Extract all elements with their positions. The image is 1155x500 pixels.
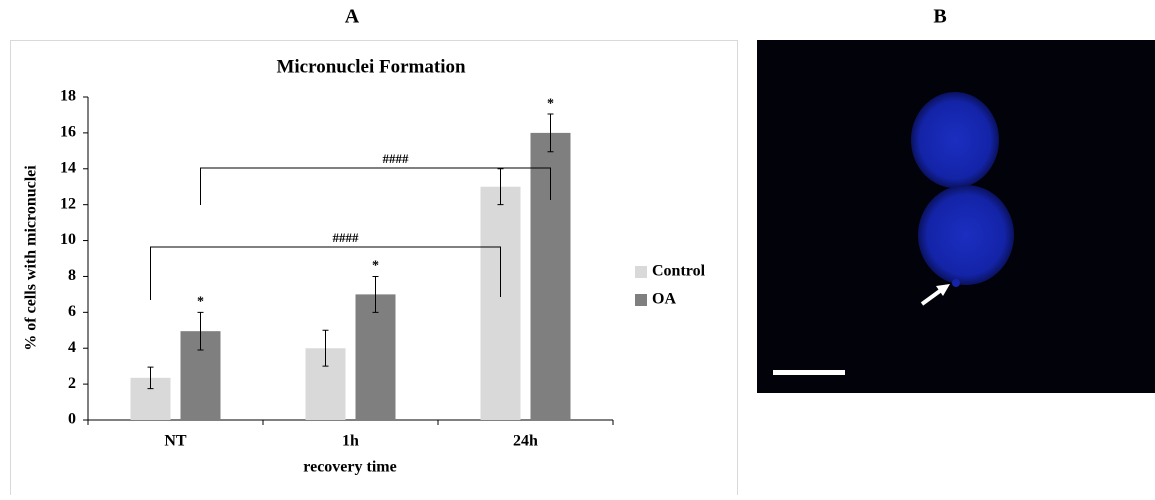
y-tick-label: 4 xyxy=(68,339,76,356)
y-tick-label: 16 xyxy=(60,124,76,141)
significance-label: * xyxy=(372,259,379,274)
nucleus xyxy=(918,185,1014,285)
x-axis-label: recovery time xyxy=(303,459,396,476)
chart-title: Micronuclei Formation xyxy=(276,56,466,77)
legend-label: Control xyxy=(652,263,706,280)
y-tick-label: 10 xyxy=(60,231,76,248)
y-tick-label: 2 xyxy=(68,375,76,392)
x-tick-label: 1h xyxy=(342,433,359,450)
y-tick-label: 6 xyxy=(68,303,76,320)
nucleus xyxy=(911,92,999,188)
significance-label: * xyxy=(547,96,554,111)
panel-label: A xyxy=(345,6,360,28)
comparison-label: #### xyxy=(333,230,360,245)
x-tick-label: NT xyxy=(164,433,187,450)
y-axis-label: % of cells with micronuclei xyxy=(23,165,40,351)
significance-label: * xyxy=(197,295,204,310)
legend-label: OA xyxy=(652,291,676,308)
comparison-label: #### xyxy=(383,151,410,166)
figure: A B Micronuclei Formation recovery time … xyxy=(0,0,1155,495)
y-tick-label: 18 xyxy=(60,88,76,105)
legend-swatch xyxy=(635,266,647,278)
y-tick-label: 8 xyxy=(68,267,76,284)
legend-swatch xyxy=(635,294,647,306)
micrograph xyxy=(757,40,1155,393)
bar xyxy=(481,187,521,420)
micronucleus xyxy=(952,279,960,287)
panel-label: B xyxy=(933,6,946,28)
x-tick-label: 24h xyxy=(513,433,538,450)
scale-bar xyxy=(773,370,845,375)
y-tick-label: 12 xyxy=(60,195,76,212)
y-tick-label: 0 xyxy=(68,411,76,428)
y-tick-label: 14 xyxy=(60,159,76,176)
bar xyxy=(356,294,396,420)
